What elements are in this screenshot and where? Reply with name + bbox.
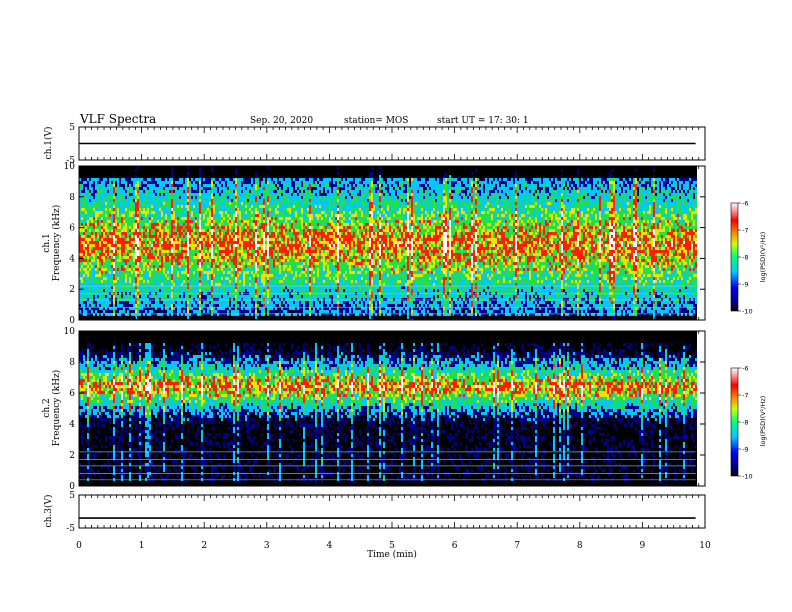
ch1-spectrogram-ylabel: ch.1 [42, 233, 52, 252]
x-tick-label: 4 [327, 541, 333, 551]
ch2-spectrogram-ytick-label: 6 [69, 389, 75, 399]
colorbar1-label: log(PSD)(V²/Hz) [759, 232, 767, 283]
ch2-spectrogram-ytick-label: 8 [69, 358, 75, 368]
ch1-spectrogram-image [79, 166, 705, 320]
ch2-spectrogram-colorbar [730, 367, 739, 477]
ch1-waveform-panel: 5 -5 [66, 123, 706, 166]
start-ut-label: start UT = 17: 30: 1 [437, 116, 529, 126]
x-tick-label: 1 [139, 541, 145, 551]
ch2-spectrogram-panel: 0 2 4 6 8 10 -6 -7 -8 -9 -10 [64, 327, 753, 492]
ch1-spectrogram-colorbar [730, 202, 739, 312]
station-label: station= MOS [344, 116, 408, 126]
ch2-spectrogram-colorbar-tick: -7 [742, 392, 748, 400]
colorbar2-label: log(PSD)(V²/Hz) [759, 396, 767, 447]
x-tick-label: 3 [264, 541, 270, 551]
figure-title: VLF Spectra [79, 112, 156, 126]
ch2-spectrogram-colorbar-tick: -10 [742, 473, 753, 481]
ch1-spectrogram-ytick-label: 10 [64, 162, 76, 172]
ch3-waveform-panel: 5 -50 1 2 3 4 5 6 7 8 9 10 [66, 491, 711, 551]
ch2-spectrogram-ylabel: ch.2 [42, 398, 52, 417]
ch2-spectrogram-ylabel2: Frequency (kHz) [51, 370, 62, 447]
ch2-spectrogram-colorbar-tick: -8 [742, 419, 748, 427]
ch1-spectrogram-ytick-label: 6 [69, 224, 75, 234]
ch2-spectrogram-ytick-label: 2 [69, 451, 75, 461]
ch3-waveform-ytick-label: -5 [66, 524, 75, 534]
x-tick-label: 2 [201, 541, 207, 551]
ch1-spectrogram-ytick-label: 4 [69, 254, 75, 264]
ch1-spectrogram-ytick-label: 2 [69, 285, 75, 295]
ch2-spectrogram-colorbar-tick: -9 [742, 446, 748, 454]
x-axis-label: Time (min) [367, 549, 417, 560]
ch1-waveform-ytick-label: 5 [69, 123, 75, 133]
x-tick-label: 8 [577, 541, 583, 551]
ch1-waveform-ytick-label: -5 [66, 156, 75, 166]
x-tick-label: 10 [699, 541, 711, 551]
ch2-spectrogram-image [79, 331, 705, 486]
ch1-spectrogram-colorbar-tick: -7 [742, 227, 748, 235]
ch1-spectrogram-colorbar-tick: -6 [742, 200, 748, 208]
ch3-waveform-ylabel: ch.3(V) [43, 495, 54, 528]
x-tick-label: 0 [76, 541, 82, 551]
ch1-spectrogram-ylabel2: Frequency (kHz) [51, 205, 62, 282]
ch1-spectrogram-colorbar-tick: -8 [742, 254, 748, 262]
ch1-spectrogram-colorbar-tick: -10 [742, 308, 753, 316]
ch3-waveform-ytick-label: 5 [69, 491, 75, 501]
ch2-spectrogram-ytick-label: 0 [69, 482, 75, 492]
x-tick-label: 5 [389, 541, 395, 551]
ch1-spectrogram-ytick-label: 8 [69, 193, 75, 203]
ch1-spectrogram-panel: 0 2 4 6 8 10 -6 -7 -8 -9 -10 [64, 162, 753, 326]
ch1-spectrogram-ytick-label: 0 [69, 316, 75, 326]
x-tick-label: 7 [514, 541, 520, 551]
ch2-spectrogram-ytick-label: 10 [64, 327, 76, 337]
ch1-waveform-ylabel: ch.1(V) [43, 127, 54, 160]
x-tick-label: 6 [452, 541, 458, 551]
ch2-spectrogram-colorbar-tick: -6 [742, 365, 748, 373]
ch1-spectrogram-colorbar-tick: -9 [742, 281, 748, 289]
ch2-spectrogram-ytick-label: 4 [69, 420, 75, 430]
x-tick-label: 9 [640, 541, 646, 551]
date-label: Sep. 20, 2020 [250, 116, 313, 126]
